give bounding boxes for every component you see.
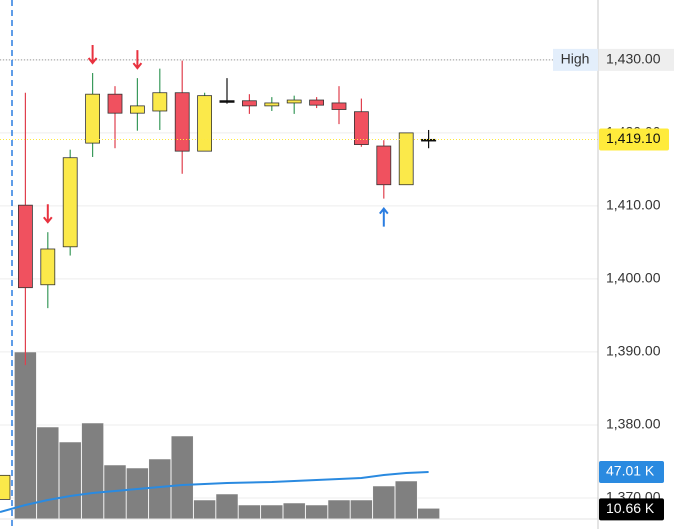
candle-body	[40, 248, 56, 286]
y-tick-label: 1,390.00	[606, 343, 661, 359]
plot-area	[0, 45, 598, 520]
volume-bar	[305, 504, 328, 520]
candle-body	[107, 93, 123, 114]
candle-body	[174, 92, 190, 152]
candle-body	[0, 474, 11, 500]
down-arrow	[43, 204, 53, 224]
candle-body	[398, 132, 414, 186]
candle-body	[286, 99, 302, 104]
candle-body	[376, 145, 392, 186]
volume-bar	[260, 504, 284, 520]
y-tick-label: 1,400.00	[606, 270, 661, 286]
candle-body	[421, 138, 437, 142]
y-tick-label: 1,380.00	[606, 416, 661, 432]
volume-bar	[58, 441, 82, 520]
candle-body	[331, 102, 347, 110]
candle-body	[152, 92, 168, 112]
candle-body	[309, 99, 325, 106]
volume-bar	[417, 508, 440, 520]
candle-body	[219, 100, 235, 103]
candle-body	[129, 105, 145, 114]
high-label-bg	[553, 48, 598, 71]
volume-ma-label: 47.01 K	[606, 463, 655, 479]
volume-bar	[148, 458, 172, 520]
candle-body	[17, 204, 33, 289]
volume-bar	[372, 485, 396, 520]
high-label: High	[561, 51, 590, 67]
volume-bar	[193, 499, 216, 520]
last-price-label: 1,419.10	[606, 130, 661, 146]
down-arrow	[87, 45, 98, 65]
volume-bar	[327, 499, 351, 520]
volume-bar	[126, 467, 149, 520]
last-price-bg	[599, 128, 669, 151]
volume-ma-label-bg	[599, 460, 664, 483]
down-arrow	[132, 50, 143, 70]
volume-label-bg	[599, 498, 664, 521]
volume-ma-line	[0, 470, 429, 513]
candle-body	[197, 95, 213, 152]
volume-bar	[238, 504, 261, 520]
candle-body	[85, 93, 100, 144]
volume-bar	[81, 422, 104, 520]
candle-body	[264, 102, 280, 107]
volume-bar	[394, 480, 418, 520]
volume-label: 10.66 K	[606, 500, 655, 516]
volume-bar	[215, 493, 239, 520]
candle-body	[241, 100, 257, 107]
y-tick-label: 1,410.00	[606, 197, 661, 213]
up-arrow	[379, 207, 389, 227]
high-value-bg	[599, 48, 674, 71]
candle-body	[62, 157, 78, 248]
volume-bar	[36, 426, 60, 520]
candle-body	[353, 111, 369, 145]
volume-bar	[170, 435, 194, 520]
volume-bar	[282, 502, 306, 520]
volume-bar	[350, 499, 373, 520]
volume-bar	[14, 351, 37, 520]
price-axis: 1,430.001,420.001,410.001,400.001,390.00…	[553, 48, 674, 521]
y-tick-label: 1,430.00	[606, 51, 661, 67]
